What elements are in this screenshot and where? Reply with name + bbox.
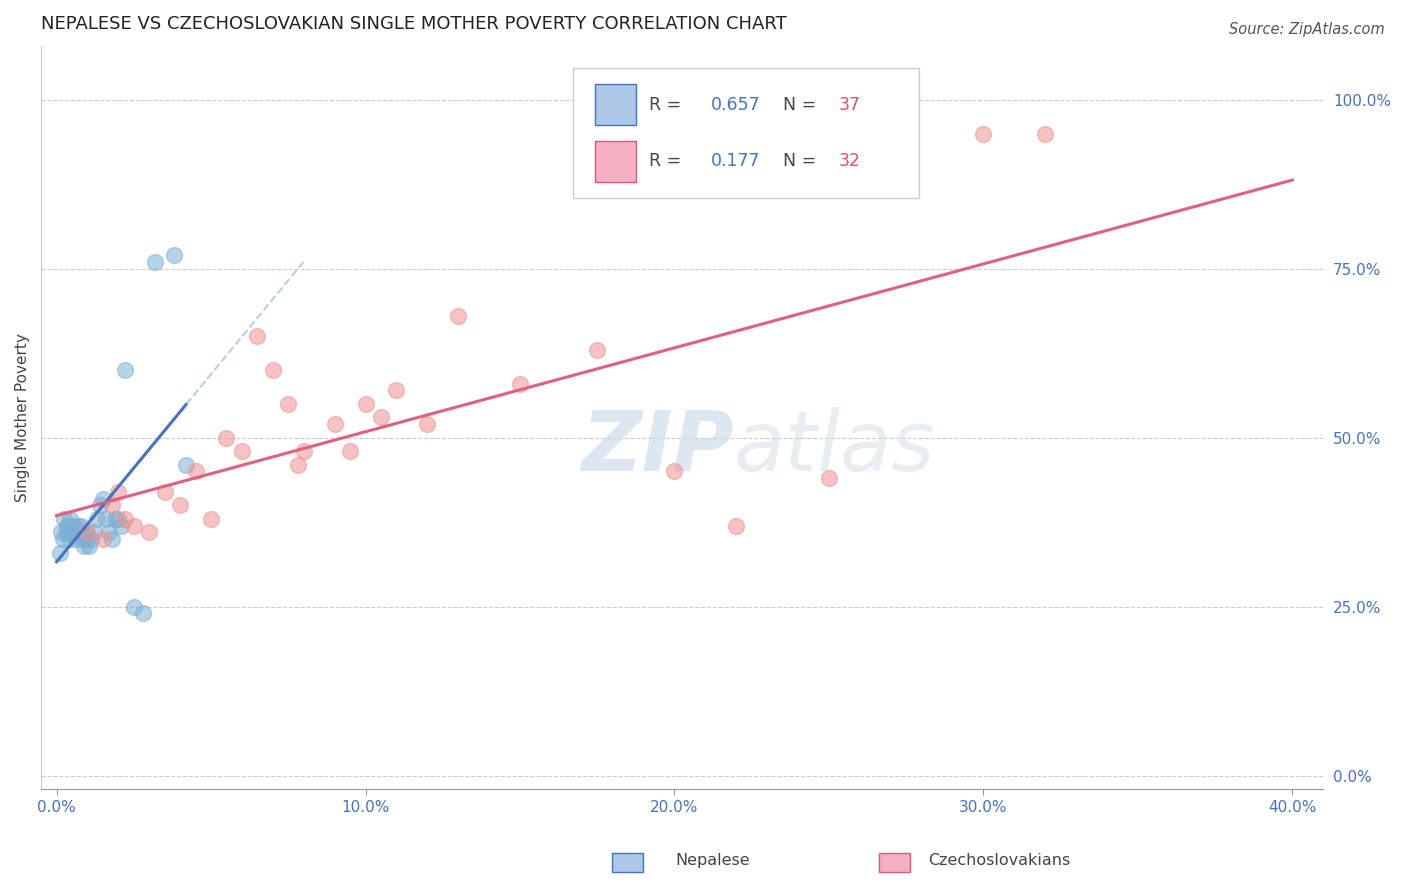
Point bbox=[1033, 127, 1056, 141]
Point bbox=[176, 458, 198, 472]
Point bbox=[416, 417, 439, 432]
Text: Source: ZipAtlas.com: Source: ZipAtlas.com bbox=[1229, 22, 1385, 37]
Point bbox=[76, 532, 98, 546]
Point bbox=[586, 343, 609, 357]
Point bbox=[56, 518, 79, 533]
Point bbox=[447, 309, 470, 323]
Point bbox=[292, 444, 315, 458]
Point bbox=[72, 532, 94, 546]
Point bbox=[122, 599, 145, 614]
Point bbox=[132, 607, 155, 621]
Point bbox=[972, 127, 994, 141]
Text: 32: 32 bbox=[838, 153, 860, 170]
Point bbox=[200, 512, 222, 526]
Point bbox=[75, 525, 97, 540]
FancyBboxPatch shape bbox=[595, 85, 636, 125]
Point bbox=[70, 518, 93, 533]
Point bbox=[48, 545, 70, 559]
Point bbox=[163, 248, 186, 262]
Point bbox=[76, 525, 98, 540]
Point bbox=[63, 532, 86, 546]
Point bbox=[101, 498, 124, 512]
Point bbox=[89, 498, 111, 512]
Text: R =: R = bbox=[648, 153, 686, 170]
Point bbox=[114, 363, 136, 377]
Point bbox=[73, 539, 96, 553]
Point bbox=[138, 525, 160, 540]
Point bbox=[725, 518, 748, 533]
Text: 0.177: 0.177 bbox=[710, 153, 759, 170]
Text: Czechoslovakians: Czechoslovakians bbox=[928, 854, 1070, 868]
Point bbox=[52, 532, 75, 546]
Point bbox=[59, 512, 82, 526]
Text: 37: 37 bbox=[838, 95, 860, 114]
Point bbox=[110, 518, 132, 533]
Point bbox=[55, 525, 77, 540]
Point bbox=[169, 498, 191, 512]
Point bbox=[62, 518, 84, 533]
Point bbox=[122, 518, 145, 533]
Point bbox=[66, 525, 89, 540]
Text: Nepalese: Nepalese bbox=[675, 854, 749, 868]
Point bbox=[153, 484, 176, 499]
Text: NEPALESE VS CZECHOSLOVAKIAN SINGLE MOTHER POVERTY CORRELATION CHART: NEPALESE VS CZECHOSLOVAKIAN SINGLE MOTHE… bbox=[41, 15, 787, 33]
Point bbox=[339, 444, 361, 458]
Point bbox=[262, 363, 284, 377]
Point bbox=[818, 471, 841, 485]
Point bbox=[94, 512, 117, 526]
Text: R =: R = bbox=[648, 95, 686, 114]
Point bbox=[104, 512, 127, 526]
Point bbox=[53, 512, 76, 526]
Point bbox=[101, 532, 124, 546]
Point bbox=[69, 525, 91, 540]
Point bbox=[107, 512, 129, 526]
Point bbox=[51, 525, 73, 540]
Text: 0.657: 0.657 bbox=[710, 95, 761, 114]
Point bbox=[91, 532, 114, 546]
Point bbox=[107, 484, 129, 499]
FancyBboxPatch shape bbox=[595, 141, 636, 182]
Point bbox=[323, 417, 346, 432]
Y-axis label: Single Mother Poverty: Single Mother Poverty bbox=[15, 333, 30, 502]
Point bbox=[91, 491, 114, 506]
Point bbox=[231, 444, 253, 458]
Point bbox=[114, 512, 136, 526]
Point bbox=[58, 532, 80, 546]
Point bbox=[184, 465, 207, 479]
Point bbox=[509, 376, 531, 391]
Point bbox=[354, 397, 377, 411]
Point bbox=[79, 532, 101, 546]
Point bbox=[664, 465, 686, 479]
Point bbox=[83, 525, 105, 540]
Point bbox=[60, 525, 83, 540]
Point bbox=[77, 539, 100, 553]
Text: N =: N = bbox=[783, 153, 823, 170]
Point bbox=[215, 431, 238, 445]
Text: N =: N = bbox=[783, 95, 823, 114]
Point bbox=[86, 512, 108, 526]
Text: atlas: atlas bbox=[734, 407, 935, 488]
Point bbox=[98, 525, 121, 540]
Point bbox=[277, 397, 299, 411]
Point bbox=[145, 255, 167, 269]
Point bbox=[385, 384, 408, 398]
Point bbox=[246, 329, 269, 343]
Text: ZIP: ZIP bbox=[581, 407, 734, 488]
Point bbox=[287, 458, 309, 472]
Point bbox=[67, 518, 90, 533]
FancyBboxPatch shape bbox=[574, 68, 920, 198]
Point bbox=[370, 410, 392, 425]
